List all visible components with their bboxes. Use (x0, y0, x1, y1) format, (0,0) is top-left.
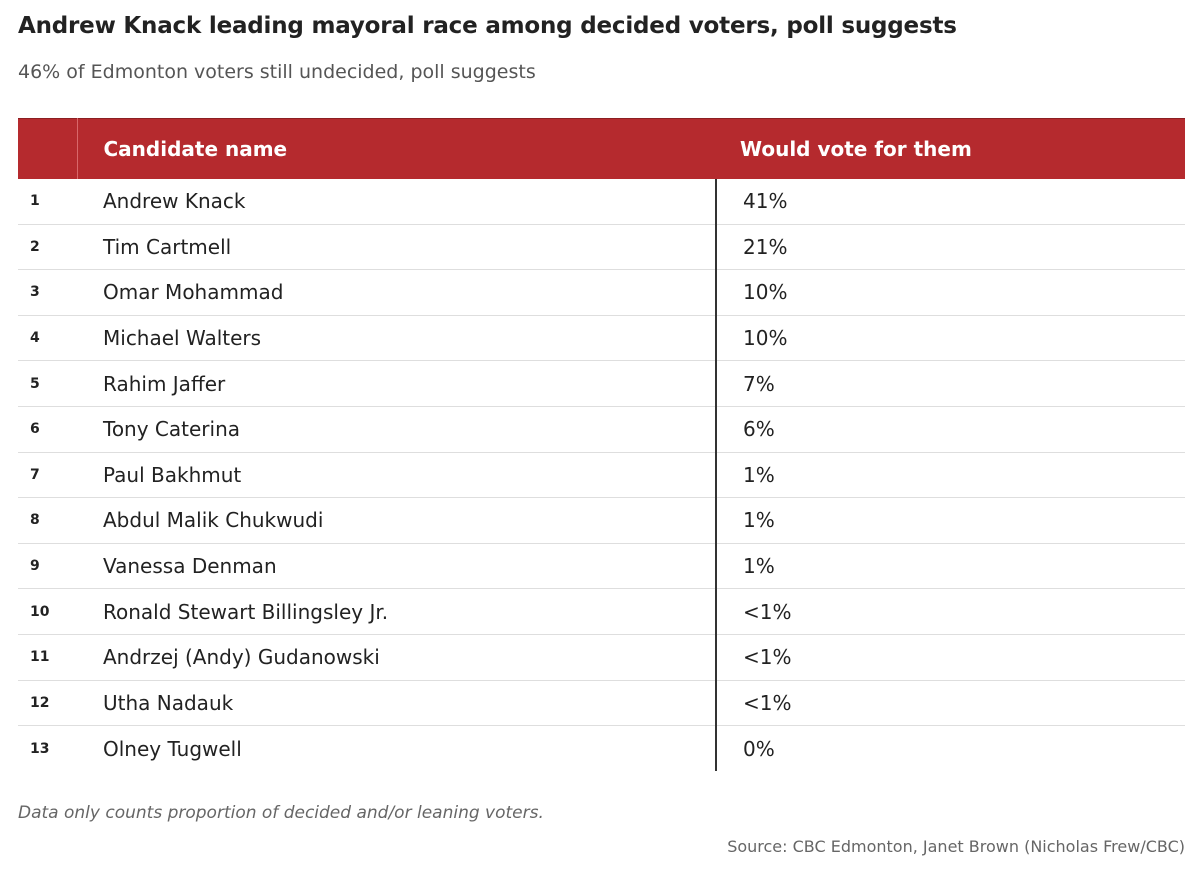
row-candidate-name: Olney Tugwell (103, 736, 242, 761)
table-row: 8 Abdul Malik Chukwudi 1% (18, 497, 1185, 544)
row-rank: 4 (30, 330, 40, 347)
row-candidate-name: Tony Caterina (103, 417, 241, 442)
row-candidate-name: Vanessa Denman (103, 554, 277, 579)
chart-note: Data only counts proportion of decided a… (18, 803, 544, 823)
row-rank: 12 (30, 694, 50, 711)
table-row: 4 Michael Walters 10% (18, 315, 1185, 361)
row-candidate-name: Andrzej (Andy) Gudanowski (103, 645, 380, 670)
row-vote-share: 10% (715, 315, 1185, 361)
header-would-vote: Would vote for them (716, 118, 1185, 179)
row-rank: 3 (30, 284, 40, 301)
table-row: 6 Tony Caterina 6% (18, 406, 1185, 453)
table-row: 3 Omar Mohammad 10% (18, 269, 1185, 316)
table-row: 5 Rahim Jaffer 7% (18, 360, 1185, 407)
row-vote-share: 0% (715, 725, 1185, 772)
header-rank (18, 118, 78, 179)
table-row: 1 Andrew Knack 41% (18, 178, 1185, 225)
row-vote-share: 1% (715, 497, 1185, 544)
table-header: Candidate name Would vote for them (18, 118, 1185, 179)
header-candidate-name: Candidate name (77, 118, 716, 179)
row-rank: 1 (30, 193, 40, 210)
table-body: 1 Andrew Knack 41% 2 Tim Cartmell 21% 3 Omar Mo… (18, 178, 1185, 772)
row-rank: 11 (30, 649, 50, 666)
row-vote-share: 21% (715, 224, 1185, 270)
poll-table: Candidate name Would vote for them 1 Andr… (18, 118, 1185, 772)
row-candidate-name: Rahim Jaffer (103, 371, 226, 396)
row-vote-share: 6% (715, 406, 1185, 453)
row-rank: 9 (30, 558, 40, 575)
row-rank: 8 (30, 512, 40, 529)
row-rank: 13 (30, 740, 50, 757)
row-candidate-name: Tim Cartmell (103, 234, 232, 259)
row-candidate-name: Andrew Knack (103, 189, 246, 214)
row-vote-share: <1% (715, 680, 1185, 726)
chart-source: Source: CBC Edmonton, Janet Brown (Nicho… (727, 837, 1185, 856)
row-rank: 2 (30, 238, 40, 255)
row-vote-share: <1% (715, 634, 1185, 681)
table-row: 2 Tim Cartmell 21% (18, 224, 1185, 270)
row-candidate-name: Omar Mohammad (103, 280, 284, 305)
header-row: Candidate name Would vote for them (18, 118, 1185, 179)
chart-subtitle: 46% of Edmonton voters still undecided, … (18, 61, 536, 83)
row-vote-share: 1% (715, 452, 1185, 498)
row-candidate-name: Abdul Malik Chukwudi (103, 508, 324, 533)
table-row: 9 Vanessa Denman 1% (18, 543, 1185, 589)
row-rank: 10 (30, 603, 50, 620)
table-row: 7 Paul Bakhmut 1% (18, 452, 1185, 498)
table-row: 13 Olney Tugwell 0% (18, 725, 1185, 772)
row-rank: 6 (30, 421, 40, 438)
row-vote-share: 1% (715, 543, 1185, 589)
table-row: 12 Utha Nadauk <1% (18, 680, 1185, 726)
row-vote-share: 7% (715, 360, 1185, 407)
row-rank: 7 (30, 466, 40, 483)
row-candidate-name: Utha Nadauk (103, 690, 234, 715)
row-vote-share: 41% (715, 178, 1185, 225)
row-candidate-name: Ronald Stewart Billingsley Jr. (103, 599, 389, 624)
row-candidate-name: Paul Bakhmut (103, 462, 242, 487)
table-row: 10 Ronald Stewart Billingsley Jr. <1% (18, 588, 1185, 635)
chart-title: Andrew Knack leading mayoral race among … (18, 13, 957, 39)
row-rank: 5 (30, 375, 40, 392)
row-candidate-name: Michael Walters (103, 326, 262, 351)
row-vote-share: <1% (715, 588, 1185, 635)
table-row: 11 Andrzej (Andy) Gudanowski <1% (18, 634, 1185, 681)
row-vote-share: 10% (715, 269, 1185, 316)
